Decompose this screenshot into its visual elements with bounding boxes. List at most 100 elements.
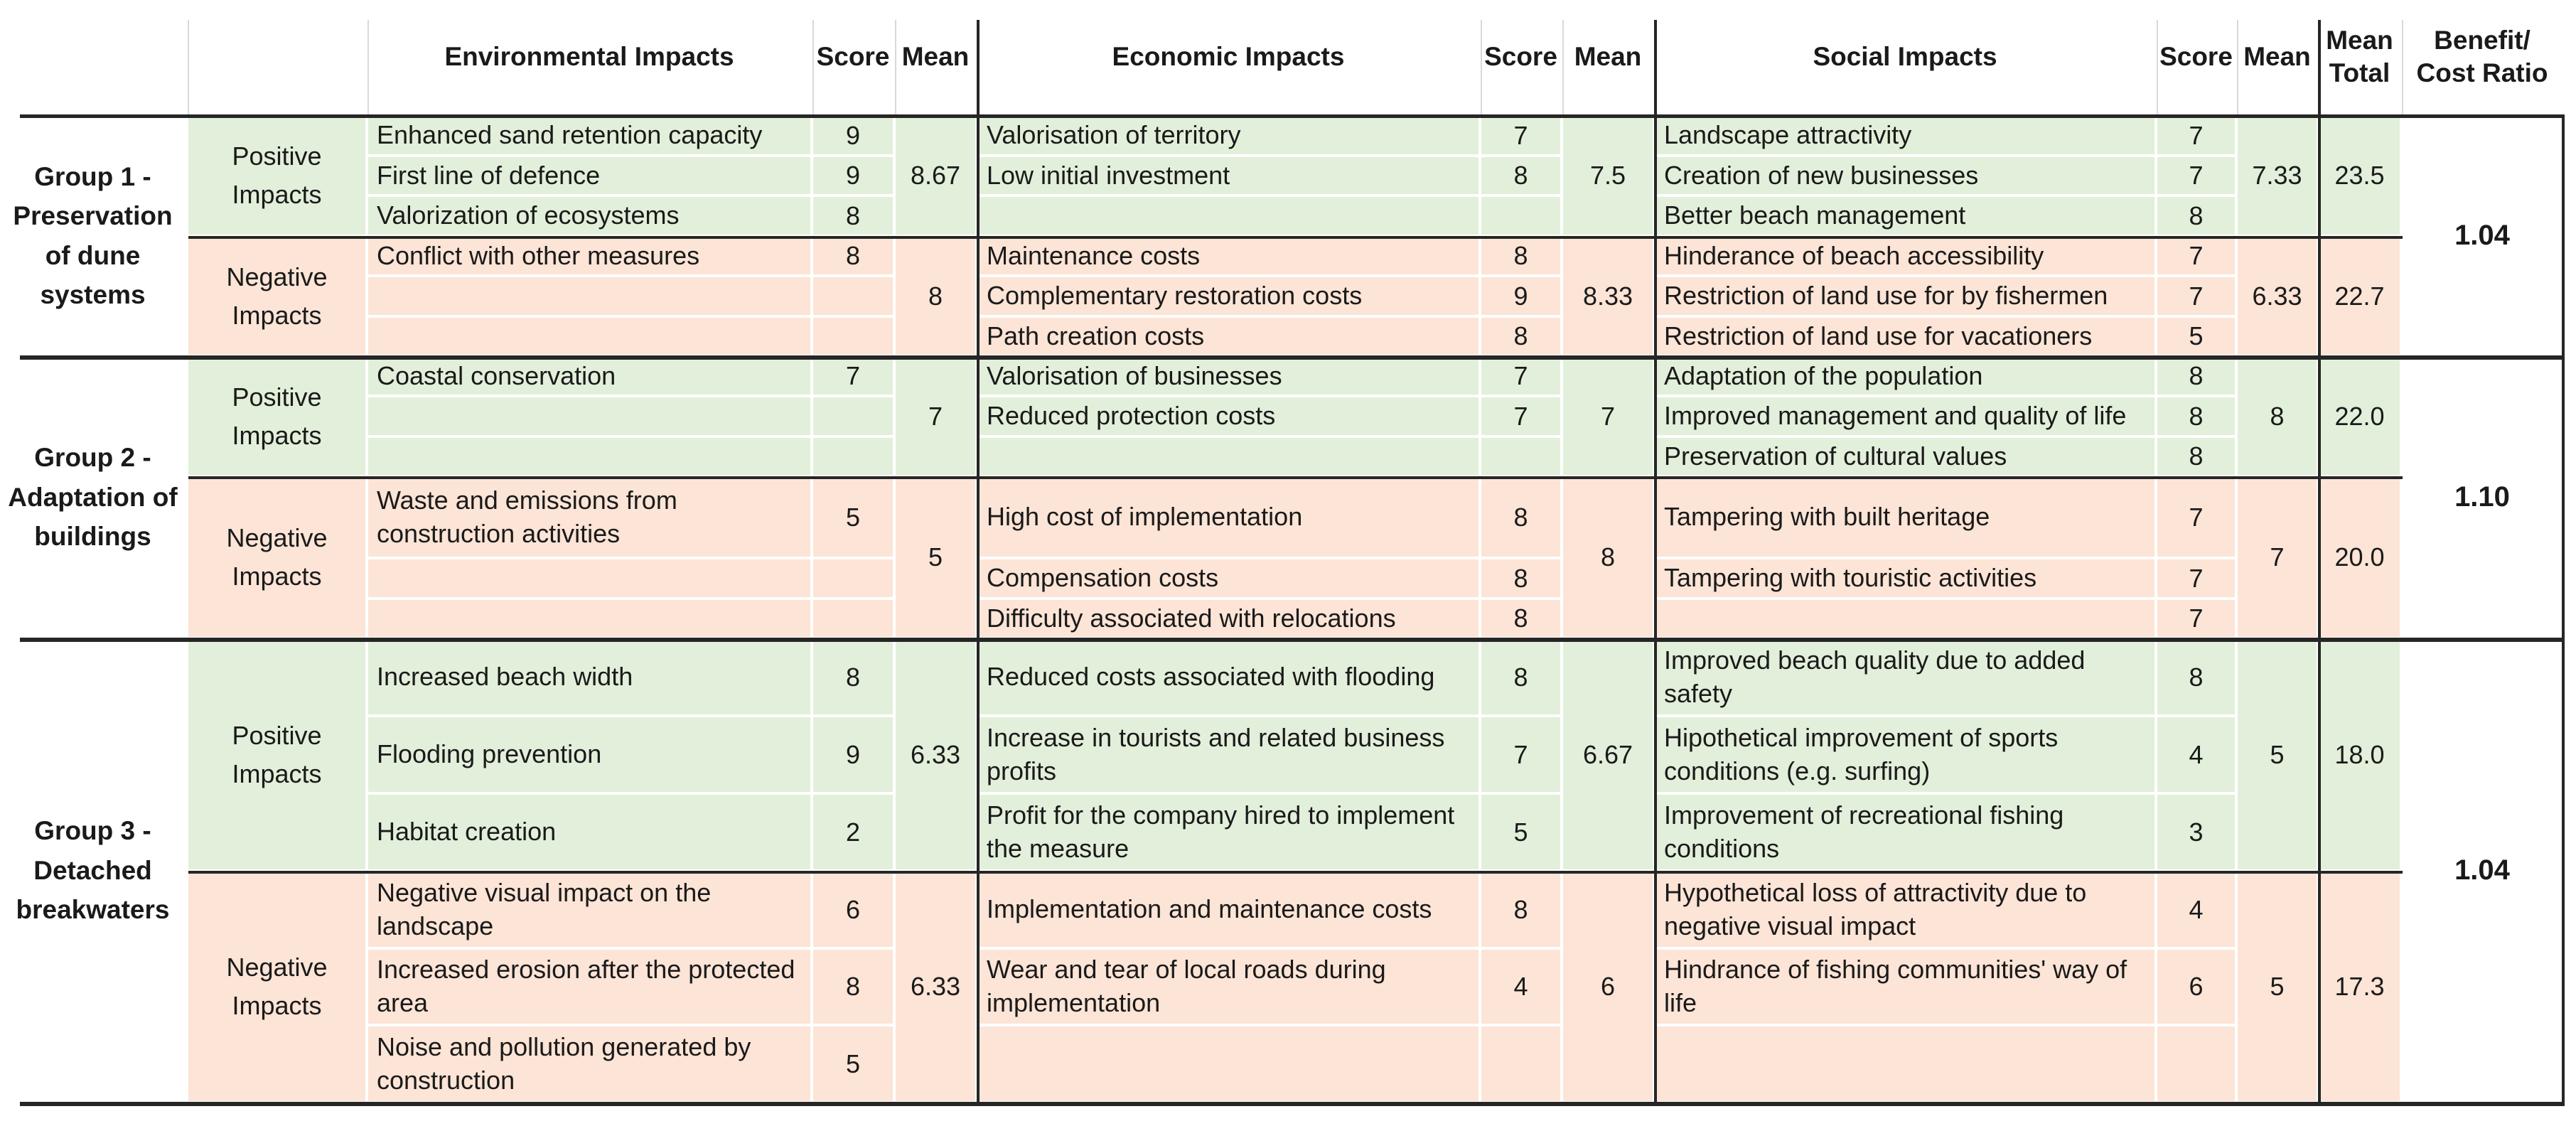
econ-impact-label: Profit for the company hired to implemen… <box>978 795 1481 872</box>
env-impact-score <box>813 277 896 318</box>
env-impact-score: 2 <box>813 795 896 872</box>
econ-impact-score: 9 <box>1481 277 1563 318</box>
economic-left-border <box>977 20 980 1104</box>
social-impact-score: 8 <box>2157 197 2238 237</box>
env-impact-score: 6 <box>813 872 896 950</box>
social-impact-score: 7 <box>2157 117 2238 157</box>
header-score-econ: Score <box>1481 0 1563 117</box>
econ-impact-score: 8 <box>1481 559 1563 600</box>
header-col-sep <box>1562 20 1564 117</box>
mean-total-value: 18.0 <box>2319 640 2403 872</box>
social-impact-label: Restriction of land use for vacationers <box>1655 318 2157 358</box>
env-impact-score: 7 <box>813 358 896 397</box>
econ-impact-label: Complementary restoration costs <box>978 277 1481 318</box>
group-1-negative-impacts-label: Negative Impacts <box>188 237 368 358</box>
econ-impact-label <box>978 197 1481 237</box>
env-impact-label: Flooding prevention <box>368 717 813 795</box>
header-col-sep <box>2157 20 2158 117</box>
env-impact-label <box>368 559 813 600</box>
group-2-negative-impacts-label: Negative Impacts <box>188 478 368 640</box>
social-impact-label: Tampering with built heritage <box>1655 478 2157 559</box>
env-impact-score <box>813 397 896 438</box>
header-col-sep <box>188 20 189 117</box>
social-impact-label: Hypothetical loss of attractivity due to… <box>1655 872 2157 950</box>
econ-mean-value: 7 <box>1563 358 1655 478</box>
env-mean-value: 8 <box>896 237 978 358</box>
group-1-label: Group 1 - Preservation of dune systems <box>0 117 188 358</box>
env-impact-label: Coastal conservation <box>368 358 813 397</box>
table-grid: Environmental Impacts Score Mean Economi… <box>0 0 2565 1104</box>
header-mean-total: Mean Total <box>2319 0 2403 117</box>
econ-impact-score: 7 <box>1481 397 1563 438</box>
env-impact-label <box>368 277 813 318</box>
mean-total-left-border <box>2318 20 2321 1104</box>
social-impact-score: 7 <box>2157 600 2238 640</box>
env-impact-score: 9 <box>813 717 896 795</box>
group-3-label: Group 3 - Detached breakwaters <box>0 640 188 1104</box>
econ-impact-score: 8 <box>1481 318 1563 358</box>
econ-impact-score: 4 <box>1481 950 1563 1026</box>
env-impact-label: Habitat creation <box>368 795 813 872</box>
social-impact-score: 8 <box>2157 640 2238 717</box>
header-col-sep <box>2237 20 2238 117</box>
social-impact-score: 7 <box>2157 478 2238 559</box>
econ-impact-label: Maintenance costs <box>978 237 1481 277</box>
env-impact-label <box>368 318 813 358</box>
social-impact-label: Hindrance of fishing communities' way of… <box>1655 950 2157 1026</box>
social-mean-value: 6.33 <box>2238 237 2319 358</box>
econ-mean-value: 8 <box>1563 478 1655 640</box>
econ-impact-label: Low initial investment <box>978 157 1481 197</box>
table-bottom-border <box>20 1102 2565 1106</box>
header-col-sep <box>1481 20 1482 117</box>
econ-impact-label <box>978 438 1481 478</box>
env-impact-label: Enhanced sand retention capacity <box>368 117 813 157</box>
econ-impact-score <box>1481 1026 1563 1104</box>
group-3-negative-impacts-label: Negative Impacts <box>188 872 368 1104</box>
social-impact-label: Better beach management <box>1655 197 2157 237</box>
table-right-border <box>2562 117 2565 1104</box>
econ-impact-score: 8 <box>1481 600 1563 640</box>
econ-impact-score <box>1481 197 1563 237</box>
header-bottom-border <box>20 114 2565 118</box>
social-impact-score: 8 <box>2157 438 2238 478</box>
social-impact-score: 7 <box>2157 559 2238 600</box>
econ-impact-score: 8 <box>1481 237 1563 277</box>
group-2-positive-impacts-label: Positive Impacts <box>188 358 368 478</box>
env-impact-label: Increased erosion after the protected ar… <box>368 950 813 1026</box>
env-impact-label: Valorization of ecosystems <box>368 197 813 237</box>
social-impact-score: 4 <box>2157 717 2238 795</box>
social-impact-score: 7 <box>2157 237 2238 277</box>
env-impact-label <box>368 397 813 438</box>
header-benefit-cost-ratio: Benefit/ Cost Ratio <box>2403 0 2565 117</box>
social-impact-label: Preservation of cultural values <box>1655 438 2157 478</box>
econ-impact-score: 5 <box>1481 795 1563 872</box>
env-impact-label: Negative visual impact on the landscape <box>368 872 813 950</box>
header-score-social: Score <box>2157 0 2238 117</box>
env-impact-score: 5 <box>813 1026 896 1104</box>
social-impact-label: Improved beach quality due to added safe… <box>1655 640 2157 717</box>
env-mean-value: 6.33 <box>896 640 978 872</box>
group-3-positive-impacts-label: Positive Impacts <box>188 640 368 872</box>
header-economic-impacts: Economic Impacts <box>978 0 1481 117</box>
group-3-benefit-cost-ratio: 1.04 <box>2403 640 2565 1104</box>
header-environmental-impacts: Environmental Impacts <box>368 0 813 117</box>
mean-total-value: 22.0 <box>2319 358 2403 478</box>
group1-posneg-border <box>188 236 2403 239</box>
header-mean-econ: Mean <box>1563 0 1655 117</box>
env-impact-label <box>368 600 813 640</box>
group2-posneg-border <box>188 476 2403 479</box>
econ-mean-value: 6.67 <box>1563 640 1655 872</box>
env-impact-label: Noise and pollution generated by constru… <box>368 1026 813 1104</box>
header-mean-social: Mean <box>2238 0 2319 117</box>
group-2-benefit-cost-ratio: 1.10 <box>2403 358 2565 640</box>
env-impact-score: 8 <box>813 197 896 237</box>
social-impact-label: Landscape attractivity <box>1655 117 2157 157</box>
social-mean-value: 7.33 <box>2238 117 2319 237</box>
social-impact-label: Hinderance of beach accessibility <box>1655 237 2157 277</box>
env-impact-score <box>813 318 896 358</box>
env-impact-score: 5 <box>813 478 896 559</box>
econ-mean-value: 6 <box>1563 872 1655 1104</box>
env-impact-label: Waste and emissions from construction ac… <box>368 478 813 559</box>
env-impact-score: 9 <box>813 117 896 157</box>
econ-impact-label: Valorisation of territory <box>978 117 1481 157</box>
